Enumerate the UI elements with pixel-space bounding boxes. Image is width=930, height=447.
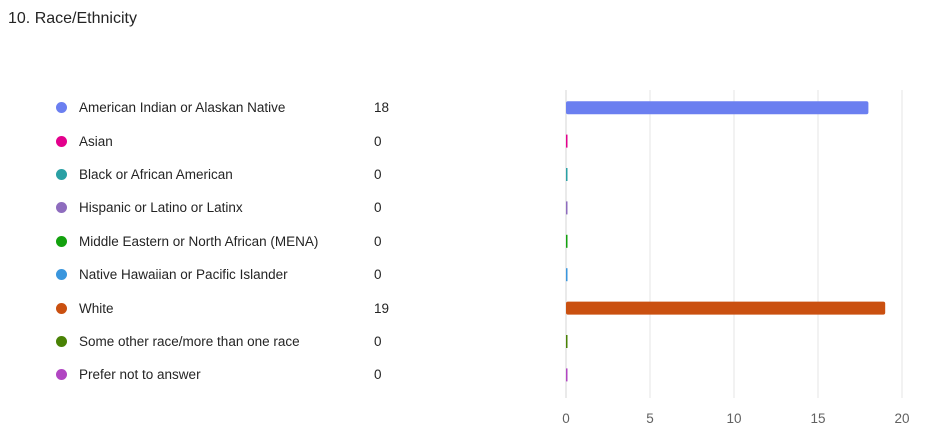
legend-item: Hispanic or Latino or Latinx 0	[56, 191, 416, 224]
legend-dot-icon	[56, 302, 67, 314]
legend-count: 0	[374, 133, 382, 149]
legend-count: 19	[374, 300, 390, 316]
legend-count: 0	[374, 200, 382, 216]
legend-label: Native Hawaiian or Pacific Islander	[79, 267, 288, 283]
legend-dot-icon	[56, 135, 67, 147]
chart-legend: American Indian or Alaskan Native 18 Asian…	[56, 91, 416, 392]
legend-label: Prefer not to answer	[79, 367, 201, 383]
legend-item: Asian 0	[56, 124, 416, 157]
legend-label: Some other race/more than one race	[79, 333, 300, 349]
legend-dot-icon	[56, 269, 67, 281]
bar[interactable]	[566, 168, 568, 181]
bar[interactable]	[566, 201, 568, 215]
legend-item: White 19	[56, 291, 416, 324]
x-tick-label: 0	[562, 411, 570, 426]
bar[interactable]	[566, 134, 568, 148]
legend-item: Native Hawaiian or Pacific Islander 0	[56, 258, 416, 291]
legend-label: American Indian or Alaskan Native	[79, 100, 286, 116]
legend-dot-icon	[56, 168, 67, 180]
question-title: 10. Race/Ethnicity	[8, 10, 137, 27]
x-tick-label: 10	[726, 411, 741, 426]
x-tick-label: 5	[646, 411, 654, 426]
legend-label: Hispanic or Latino or Latinx	[79, 200, 243, 216]
legend-count: 0	[374, 333, 382, 349]
legend-dot-icon	[56, 335, 67, 347]
legend-dot-icon	[56, 369, 67, 381]
legend-label: Middle Eastern or North African (MENA)	[79, 233, 319, 249]
bar[interactable]	[566, 368, 568, 382]
legend-item: Black or African American 0	[56, 158, 416, 191]
legend-label: Black or African American	[79, 166, 233, 182]
bar[interactable]	[566, 234, 568, 248]
bar[interactable]	[566, 335, 568, 348]
x-tick-label: 20	[894, 411, 909, 426]
legend-count: 0	[374, 166, 382, 182]
bar[interactable]	[566, 268, 568, 282]
x-tick-label: 15	[810, 411, 825, 426]
legend-count: 18	[374, 100, 390, 116]
legend-item: Middle Eastern or North African (MENA) 0	[56, 225, 416, 258]
legend-count: 0	[374, 267, 382, 283]
legend-item: Prefer not to answer 0	[56, 358, 416, 391]
legend-item: American Indian or Alaskan Native 18	[56, 91, 416, 124]
bar[interactable]	[566, 301, 886, 315]
legend-dot-icon	[56, 202, 67, 214]
legend-count: 0	[374, 367, 382, 383]
legend-dot-icon	[56, 235, 67, 247]
legend-label: Asian	[79, 133, 113, 149]
legend-dot-icon	[56, 102, 67, 114]
legend-label: White	[79, 300, 114, 316]
legend-item: Some other race/more than one race 0	[56, 325, 416, 358]
legend-count: 0	[374, 233, 382, 249]
bar[interactable]	[566, 101, 869, 115]
